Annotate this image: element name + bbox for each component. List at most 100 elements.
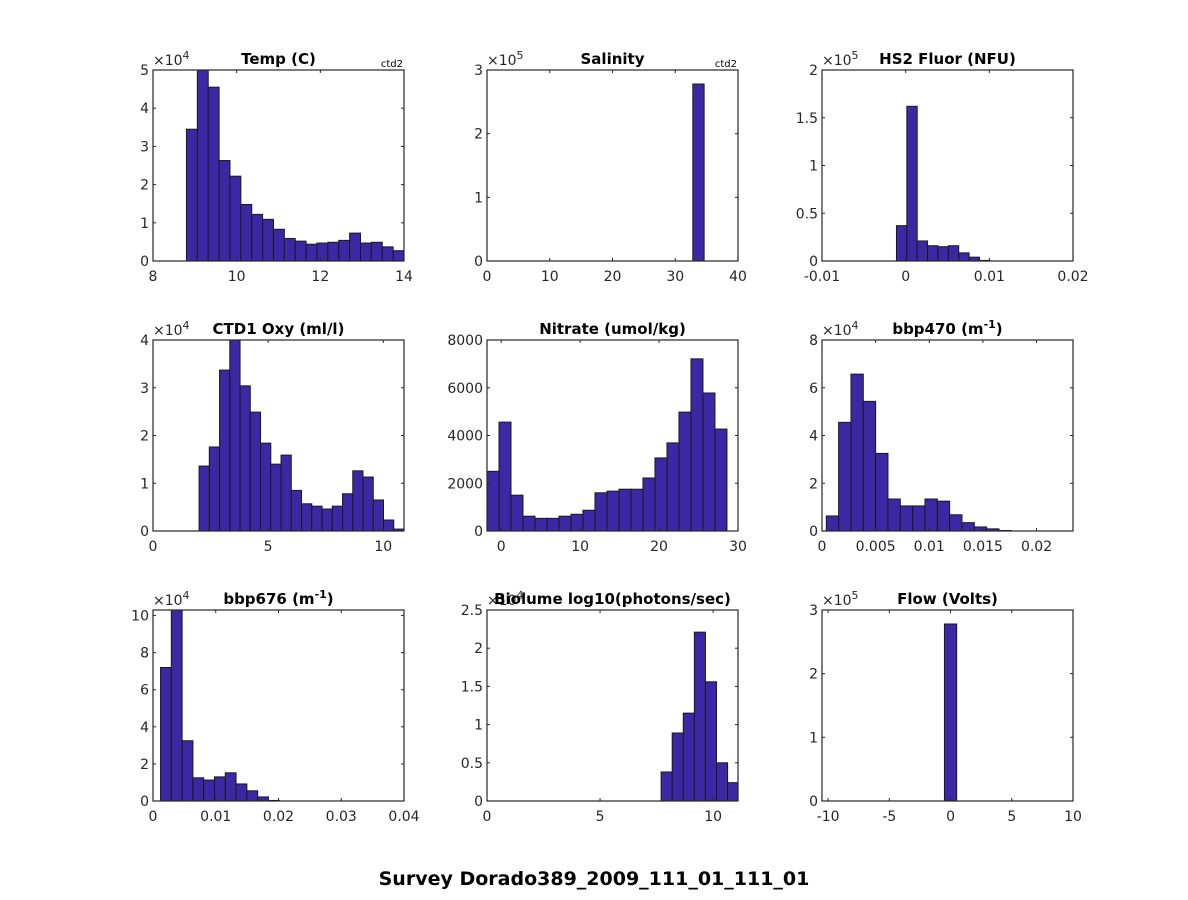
histogram-bar bbox=[961, 522, 975, 532]
subplot-bbp676: 0 0.01 0.02 0.03 0.04 0 2 4 6 8 10×104 bbp676 (m-1) bbox=[131, 588, 420, 825]
y-tick-label: 0 bbox=[474, 524, 483, 540]
histogram-bar bbox=[213, 776, 226, 802]
x-tick-label: 10 bbox=[1064, 809, 1082, 825]
histogram-bar bbox=[260, 442, 272, 532]
subplot-salinity: 0 10 20 30 40 0 1 2 3×105 Salinity ctd2 bbox=[474, 49, 747, 285]
x-tick-label: 0 bbox=[818, 539, 827, 555]
histogram-bar bbox=[246, 790, 259, 802]
histogram-bar bbox=[958, 252, 970, 262]
histogram-bar bbox=[359, 242, 372, 262]
y-tick-label: 2 bbox=[809, 476, 818, 492]
y-exponent-label: ×104 bbox=[153, 319, 190, 339]
x-tick-label: 0 bbox=[483, 809, 492, 825]
axes-box bbox=[821, 609, 1074, 802]
histogram-bar bbox=[666, 442, 680, 532]
y-tick-label: 2 bbox=[140, 757, 149, 773]
histogram-bar bbox=[899, 505, 914, 532]
histogram-bar bbox=[875, 452, 889, 532]
histogram-bar bbox=[704, 681, 718, 802]
y-tick-label: 2000 bbox=[447, 476, 483, 492]
y-tick-label: 8000 bbox=[447, 333, 483, 349]
subplot-oxy: 0 5 10 0 1 2 3 4×104 CTD1 Oxy (ml/l) bbox=[140, 319, 405, 555]
histogram-bar bbox=[692, 83, 705, 262]
subplot-title: bbp676 (m-1) bbox=[223, 588, 333, 608]
histogram-bar bbox=[716, 762, 729, 802]
y-tick-label: 1 bbox=[140, 216, 149, 232]
y-tick-label: 0 bbox=[809, 254, 818, 270]
y-tick-label: 4 bbox=[140, 333, 149, 349]
x-tick-label: 0 bbox=[497, 539, 506, 555]
histogram-bar bbox=[196, 69, 209, 262]
histogram-bar bbox=[912, 505, 926, 532]
histogram-bar bbox=[937, 246, 949, 262]
x-tick-label: 8 bbox=[149, 269, 158, 285]
x-tick-label: 0.04 bbox=[388, 809, 419, 825]
subplot-title: bbp470 (m-1) bbox=[892, 318, 1002, 338]
histogram-bar bbox=[534, 517, 548, 532]
x-tick-label: -10 bbox=[817, 809, 840, 825]
histogram-bar bbox=[352, 470, 364, 532]
histogram-bar bbox=[693, 631, 706, 802]
y-tick-label: 3 bbox=[809, 603, 818, 619]
histogram-bar bbox=[362, 476, 374, 532]
histogram-bar bbox=[702, 392, 716, 532]
histogram-bar bbox=[207, 86, 220, 262]
x-tick-label: 40 bbox=[729, 269, 747, 285]
x-tick-label: 30 bbox=[666, 269, 684, 285]
histogram-bar bbox=[949, 514, 963, 532]
y-exponent-label: ×104 bbox=[153, 49, 190, 69]
histogram-bar bbox=[311, 505, 323, 532]
histogram-bar bbox=[170, 609, 183, 802]
histogram-bar bbox=[198, 465, 210, 532]
x-tick-label: 5 bbox=[264, 539, 273, 555]
histogram-bar bbox=[257, 796, 269, 802]
subplot-title: CTD1 Oxy (ml/l) bbox=[213, 320, 345, 338]
y-tick-label: 1 bbox=[809, 730, 818, 746]
histogram-bar bbox=[924, 498, 938, 532]
y-tick-label: 1 bbox=[474, 190, 483, 206]
figure-title: Survey Dorado389_2009_111_01_111_01 bbox=[378, 868, 810, 890]
y-tick-label: 2 bbox=[474, 641, 483, 657]
y-tick-label: 0 bbox=[474, 794, 483, 810]
subplot-title: Salinity bbox=[581, 50, 645, 68]
y-tick-label: 0 bbox=[140, 794, 149, 810]
y-tick-label: 10 bbox=[131, 609, 149, 625]
histogram-bar bbox=[249, 411, 262, 532]
histogram-bar bbox=[690, 358, 704, 532]
x-tick-label: 0 bbox=[946, 809, 955, 825]
histogram-bar bbox=[594, 492, 608, 532]
y-tick-label: 4 bbox=[140, 101, 149, 117]
histogram-bar bbox=[321, 508, 333, 532]
y-tick-label: 6 bbox=[809, 381, 818, 397]
y-tick-label: 3 bbox=[474, 63, 483, 79]
histogram-bar bbox=[916, 240, 929, 262]
y-tick-label: 6000 bbox=[447, 381, 483, 397]
histogram-bar bbox=[262, 218, 274, 262]
histogram-bar bbox=[838, 421, 852, 532]
x-tick-label: 10 bbox=[541, 269, 559, 285]
x-tick-label: 0.01 bbox=[200, 809, 231, 825]
y-tick-label: 8 bbox=[809, 333, 818, 349]
histogram-bar bbox=[229, 339, 241, 532]
histogram-bar bbox=[630, 488, 644, 532]
histogram-bar bbox=[185, 128, 198, 262]
histogram-bar bbox=[229, 175, 242, 262]
histogram-bar bbox=[862, 400, 877, 532]
histogram-bar bbox=[936, 500, 951, 532]
histogram-bar bbox=[582, 509, 596, 532]
histogram-bar bbox=[546, 517, 560, 532]
histogram-bar bbox=[381, 246, 394, 262]
histogram-bar bbox=[370, 241, 383, 262]
histogram-bar bbox=[660, 771, 673, 802]
x-tick-label: 12 bbox=[311, 269, 329, 285]
subplot-flow: -10 -5 0 5 10 0 1 2 3×105 Flow (Volts) bbox=[809, 589, 1082, 825]
histogram-bar bbox=[272, 228, 285, 262]
histogram-bar bbox=[327, 241, 340, 262]
histogram-bar bbox=[714, 428, 728, 532]
y-tick-label: 1.5 bbox=[796, 111, 818, 127]
x-tick-label: 10 bbox=[704, 809, 722, 825]
histogram-bar bbox=[671, 732, 684, 802]
histogram-bar bbox=[392, 250, 405, 262]
